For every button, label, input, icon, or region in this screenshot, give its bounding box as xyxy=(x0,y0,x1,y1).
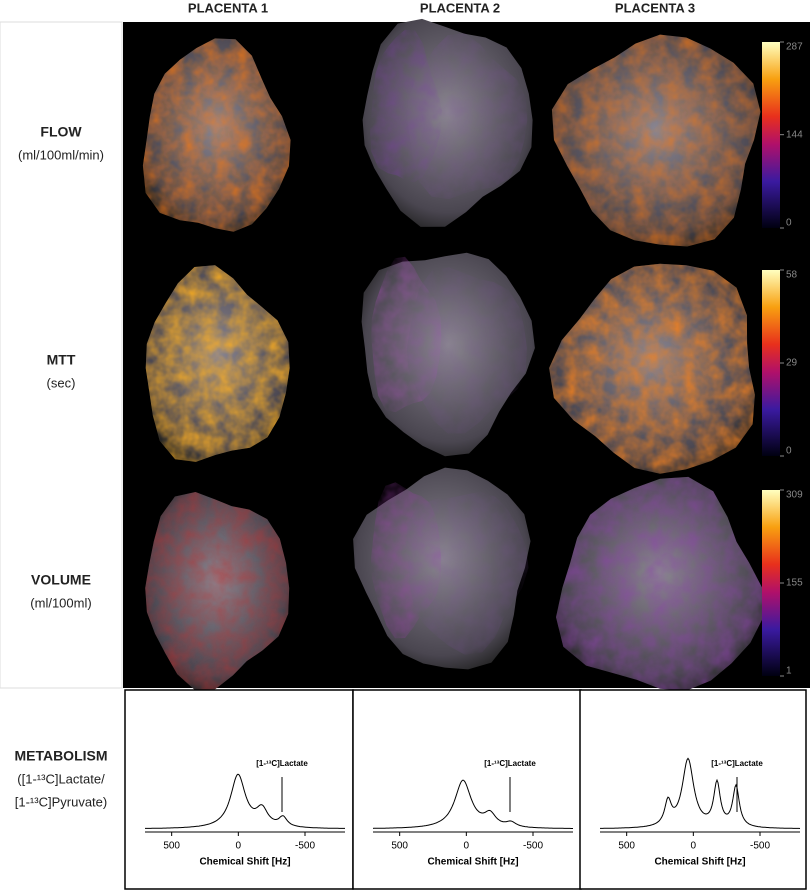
overlay xyxy=(549,263,755,474)
perfusion-overlay xyxy=(145,492,290,690)
overlay xyxy=(145,492,290,690)
column-header: PLACENTA 2 xyxy=(420,0,500,15)
spectrum-panel xyxy=(352,689,582,890)
colorbar-tick-label: 58 xyxy=(786,270,798,281)
x-tick-label: 0 xyxy=(236,841,242,852)
perfusion-overlay xyxy=(370,29,528,200)
row-label: MTT xyxy=(47,352,76,368)
row-unit: (ml/100ml/min) xyxy=(18,147,104,162)
overlay xyxy=(145,265,290,462)
x-tick-label: 500 xyxy=(618,841,635,852)
overlay xyxy=(551,34,761,247)
perfusion-overlay xyxy=(556,476,764,691)
overlay xyxy=(406,491,529,655)
overlay xyxy=(556,476,764,691)
x-tick-label: -500 xyxy=(750,841,770,852)
row-label: METABOLISM xyxy=(14,748,107,764)
x-tick-label: -500 xyxy=(295,841,315,852)
row-unit: ([1-¹³C]Lactate/ xyxy=(17,771,105,786)
x-tick-label: 0 xyxy=(691,841,697,852)
perfusion-overlay xyxy=(371,256,527,434)
x-tick-label: 500 xyxy=(163,841,180,852)
colorbar xyxy=(762,490,780,676)
perfusion-overlay xyxy=(145,265,290,462)
column-header: PLACENTA 3 xyxy=(615,0,695,15)
colorbar-tick-label: 155 xyxy=(786,578,803,589)
row-unit: (sec) xyxy=(47,375,76,390)
overlay xyxy=(406,267,527,434)
spectrum-panel xyxy=(579,689,807,890)
annotation: [1-¹³C]Lactate xyxy=(711,759,763,768)
row-unit: (ml/100ml) xyxy=(30,595,91,610)
perfusion-overlay xyxy=(371,482,529,655)
perfusion-overlay xyxy=(549,263,755,474)
x-tick-label: -500 xyxy=(523,841,543,852)
row-label: FLOW xyxy=(40,124,82,140)
colorbar-tick-label: 0 xyxy=(786,218,792,229)
label-column xyxy=(0,21,123,689)
colorbar-tick-label: 1 xyxy=(786,666,792,677)
spectrum xyxy=(372,779,573,829)
x-axis-label: Chemical Shift [Hz] xyxy=(427,857,518,868)
colorbar-tick-label: 144 xyxy=(786,129,803,140)
colorbar-tick-label: 309 xyxy=(786,490,803,501)
colorbar xyxy=(762,42,780,228)
annotation: [1-¹³C]Lactate xyxy=(484,759,536,768)
x-tick-label: 0 xyxy=(464,841,470,852)
spectrum xyxy=(145,773,345,829)
row-label: VOLUME xyxy=(31,572,91,588)
x-axis-label: Chemical Shift [Hz] xyxy=(654,857,745,868)
perfusion-overlay xyxy=(142,38,291,232)
x-axis-label: Chemical Shift [Hz] xyxy=(199,857,290,868)
spectrum-panel xyxy=(124,689,354,890)
colorbar xyxy=(762,270,780,456)
perfusion-overlay xyxy=(551,34,761,247)
x-tick-label: 500 xyxy=(391,841,408,852)
colorbar-tick-label: 287 xyxy=(786,42,803,53)
column-header: PLACENTA 1 xyxy=(188,0,268,15)
colorbar-tick-label: 0 xyxy=(786,446,792,457)
spectrum xyxy=(600,757,801,829)
overlay xyxy=(142,38,291,232)
overlay xyxy=(407,33,528,200)
annotation: [1-¹³C]Lactate xyxy=(256,759,308,768)
row-unit: [1-¹³C]Pyruvate) xyxy=(15,794,107,809)
colorbar-tick-label: 29 xyxy=(786,358,798,369)
